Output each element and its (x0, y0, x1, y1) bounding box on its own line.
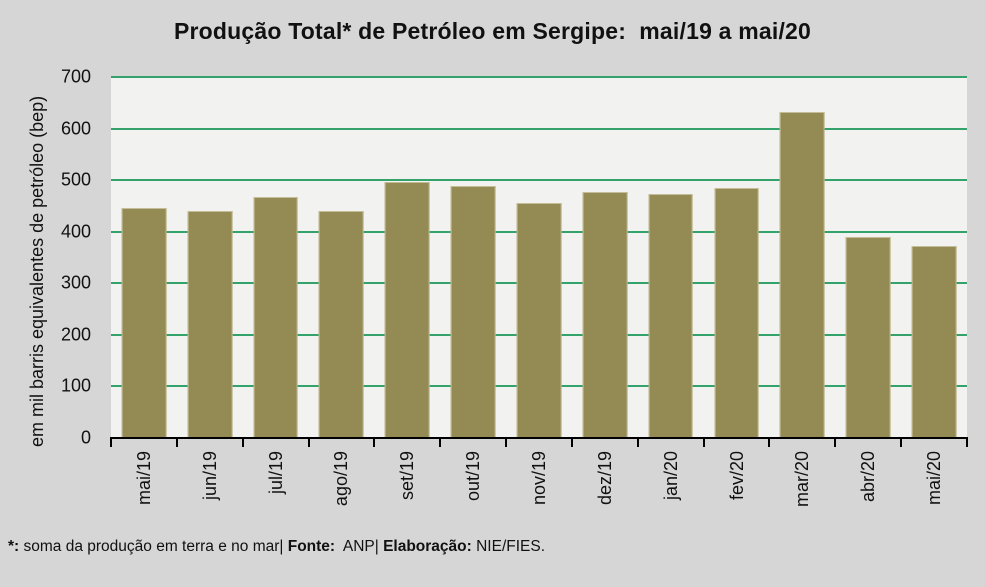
x-axis-tick (636, 437, 639, 447)
x-tick-label-text: ago/19 (331, 451, 352, 507)
x-tick-label-text: jul/19 (265, 451, 286, 495)
footnote-segment: NIE/FIES. (471, 538, 546, 555)
footnote: *: soma da produção em terra e no mar| F… (8, 538, 545, 556)
gridline-700 (111, 76, 967, 78)
x-tick-label-text: jun/19 (199, 451, 220, 501)
x-tick-label-text: dez/19 (594, 451, 615, 506)
x-axis-tick (570, 437, 573, 447)
bar-jan/20 (648, 193, 694, 438)
bar-ago/19 (319, 211, 364, 438)
bar-mar/20 (779, 111, 825, 438)
y-tick-label-0: 0 (80, 427, 91, 448)
x-tick-label-text: jan/20 (660, 451, 681, 501)
x-tick-label-text: out/19 (463, 451, 484, 502)
x-tick-label-text: nov/19 (529, 451, 549, 506)
bar-jun/19 (187, 210, 233, 438)
bar-nov/19 (516, 203, 562, 438)
gridline-500 (111, 179, 967, 182)
bar-out/19 (450, 185, 496, 438)
y-tick-label-300: 300 (60, 272, 91, 293)
x-tick-label-text: abr/20 (858, 451, 879, 503)
x-axis-tick (768, 437, 771, 447)
x-tick-label-text: mar/20 (792, 451, 813, 508)
y-tick-label-500: 500 (60, 169, 91, 190)
x-tick-label-text: fev/20 (726, 451, 747, 501)
footnote-segment: soma da produção em terra e no mar| (19, 538, 288, 555)
x-axis-tick (966, 437, 968, 447)
bars (111, 77, 967, 438)
chart-title: Produção Total* de Petróleo em Sergipe: … (173, 18, 812, 44)
x-tick-labels: mai/19 jun/19 jul/19 ago/19 set/19 out/19 nov/… (111, 451, 967, 541)
bar-mai/19 (121, 208, 167, 438)
footnote-segment: Fonte: (287, 538, 336, 555)
x-axis-tick (439, 437, 442, 447)
gridline-600 (111, 127, 967, 130)
x-tick-label-text: set/19 (397, 451, 418, 501)
plot-area (111, 76, 967, 438)
y-tick-label-600: 600 (60, 118, 91, 139)
y-tick-labels: 0 100 200 300 400 500 600 700 (0, 67, 101, 448)
y-tick-label-200: 200 (60, 324, 91, 345)
y-tick-label-700: 700 (60, 66, 91, 87)
x-axis-tick (900, 437, 903, 447)
x-tick-label-text: mai/19 (133, 451, 154, 506)
x-axis-tick (373, 437, 376, 447)
y-tick-label-400: 400 (60, 221, 91, 242)
x-axis-tick (241, 437, 244, 447)
footnote-segment: *: (8, 538, 20, 555)
x-axis-tick (307, 437, 310, 447)
footnote-segment: Elaboração: (383, 538, 472, 555)
x-axis-line (110, 437, 968, 439)
x-axis-tick (505, 437, 508, 447)
bar-fev/20 (714, 187, 759, 438)
x-axis-tick (834, 437, 837, 447)
x-axis-tick (175, 437, 178, 447)
x-axis-tick (702, 437, 705, 447)
x-tick-label-text: mai/20 (924, 451, 945, 506)
y-tick-label-100: 100 (60, 375, 91, 396)
footnote-segment: ANP| (335, 538, 384, 555)
bar-abr/20 (845, 236, 891, 438)
x-axis-ticks (110, 437, 968, 447)
bar-set/19 (384, 181, 430, 438)
bar-dez/19 (582, 192, 628, 438)
bar-mai/20 (911, 246, 957, 438)
x-axis-tick (110, 437, 112, 447)
bar-jul/19 (253, 197, 298, 438)
